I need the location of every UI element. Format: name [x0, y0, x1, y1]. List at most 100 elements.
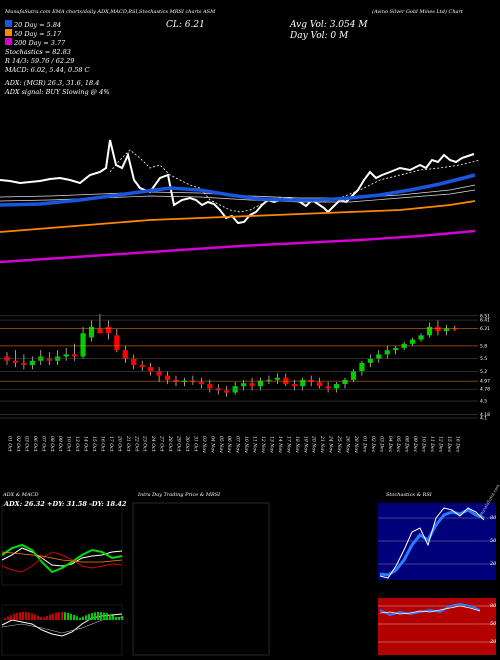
price-tick-label: 4.1	[480, 416, 487, 422]
date-tick-label: 24 Nov	[328, 435, 334, 453]
date-tick-label: 10 Oct	[66, 436, 72, 452]
rsi-tick-50: 50	[490, 621, 497, 627]
date-tick-label: 13 Oct	[74, 436, 80, 452]
price-tick-label: 6.51	[480, 313, 490, 319]
macd-hist-bar	[118, 617, 120, 620]
candle-body	[148, 367, 154, 372]
price-tick-label: 5.2	[480, 369, 487, 375]
date-tick-label: 29 Oct	[176, 435, 182, 452]
macd-hist-bar	[73, 614, 75, 620]
macd-readout: MACD: 6.02, 5.44, 0.58 C	[5, 66, 90, 74]
rsi-panel	[378, 598, 496, 655]
candle-body	[257, 380, 264, 387]
candle-body	[342, 379, 348, 385]
macd-hist-bar	[61, 612, 63, 620]
macd-hist-bar	[37, 615, 39, 620]
macd-hist-bar	[67, 612, 69, 620]
date-tick-label: 02 Oct	[15, 436, 21, 452]
macd-hist-bar	[19, 612, 21, 620]
date-tick-label: 20 Oct	[116, 435, 122, 452]
stochastics-readout: Stochastics = 82.83	[5, 48, 71, 56]
candle-body	[393, 348, 399, 351]
price-tick-label: 4.18	[480, 412, 490, 418]
date-tick-label: 04 Nov	[209, 436, 215, 453]
macd-hist-bar	[64, 612, 66, 620]
macd-hist-bar	[103, 612, 105, 620]
date-tick-label: 17 Oct	[108, 436, 114, 452]
candle-body	[300, 379, 306, 387]
candle-body	[376, 354, 382, 359]
candle-body	[156, 371, 162, 376]
intraday-frame	[132, 502, 270, 656]
date-axis: 01 Oct 02 Oct 03 Oct 06 Oct 07 Oct 08 Oct 09 O…	[7, 435, 461, 453]
company-name: (Avino Silver Gold Mines Ltd) Chart	[372, 9, 463, 15]
ema50-line	[0, 200, 476, 233]
candle-body	[198, 381, 204, 385]
macd-hist-bar	[70, 613, 72, 620]
stoch-overlay-dotted	[109, 149, 481, 213]
candle-body	[122, 350, 128, 359]
date-tick-label: 03 Dec	[378, 436, 384, 453]
macd-hist-bar	[4, 618, 6, 620]
date-tick-label: 07 Oct	[40, 436, 46, 452]
candle-body	[224, 390, 230, 393]
adx-orange-line	[1, 551, 123, 563]
date-tick-label: 08 Dec	[404, 436, 410, 453]
stoch-tick-50: 50	[490, 538, 497, 544]
stoch-tick-20: 20	[490, 561, 497, 567]
candle-body	[241, 383, 247, 387]
date-tick-label: 18 Nov	[294, 436, 300, 453]
rsi-tick-80: 80	[490, 603, 497, 609]
date-tick-label: 05 Nov	[218, 436, 224, 453]
date-tick-label: 19 Nov	[302, 436, 308, 453]
macd-hist-bar	[82, 616, 84, 620]
candle-body	[274, 377, 280, 380]
r-readout: R 14/3: 59.76 / 62.29	[5, 57, 75, 65]
avg-volume: Avg Vol: 3.054 M	[290, 20, 368, 30]
date-tick-label: 05 Dec	[395, 436, 401, 453]
rsi-tick-20: 20	[490, 639, 497, 645]
date-tick-label: 11 Nov	[252, 436, 258, 453]
date-tick-label: 22 Oct	[133, 435, 139, 452]
ema20-readout: 20 Day = 5.84	[5, 20, 61, 29]
day-volume: Day Vol: 0 M	[290, 31, 349, 41]
date-tick-label: 26 Nov	[345, 435, 351, 453]
stoch-tick-80: 80	[490, 515, 497, 521]
candle-body	[367, 358, 373, 363]
candle-body	[249, 383, 255, 387]
date-tick-label: 03 Nov	[201, 436, 207, 453]
macd-hist-bar	[10, 615, 12, 620]
adx-signal: ADX signal: BUY Slowing @ 4%	[5, 88, 110, 96]
candle-body	[291, 384, 297, 387]
date-tick-label: 17 Nov	[285, 436, 291, 453]
macd-hist-bar	[88, 614, 90, 620]
candle-body	[46, 358, 52, 361]
date-tick-label: 08 Oct	[49, 436, 55, 452]
candle-body	[114, 335, 120, 351]
ema200-readout: 200 Day = 3.77	[5, 38, 65, 47]
stoch-k-line	[379, 507, 485, 579]
candle-body	[426, 326, 433, 336]
date-tick-label: 04 Dec	[387, 436, 393, 453]
adx-panel-readout: ADX: 26.32 +DY: 31.58 -DY: 18.42	[4, 500, 127, 508]
candle-body	[325, 386, 331, 389]
ema20-line	[0, 173, 476, 207]
date-tick-label: 12 Dec	[437, 436, 443, 453]
ema200-swatch	[5, 38, 12, 45]
date-tick-label: 10 Nov	[243, 436, 249, 453]
macd-hist-bar	[94, 612, 96, 620]
date-tick-label: 16 Oct	[99, 436, 105, 452]
intraday-panel	[132, 502, 270, 656]
date-tick-label: 21 Oct	[125, 435, 131, 452]
date-tick-label: 30 Oct	[184, 436, 190, 452]
rsi-white-line	[379, 605, 481, 615]
candle-body	[97, 328, 103, 334]
plus-di-line	[1, 543, 123, 574]
candle-body	[139, 365, 145, 368]
date-tick-label: 14 Nov	[277, 436, 283, 453]
date-tick-label: 24 Oct	[150, 435, 156, 452]
candle-body	[88, 326, 95, 338]
macd-hist-bar	[31, 613, 33, 620]
macd-hist-bar	[28, 612, 30, 620]
macd-hist-bar	[52, 613, 54, 620]
